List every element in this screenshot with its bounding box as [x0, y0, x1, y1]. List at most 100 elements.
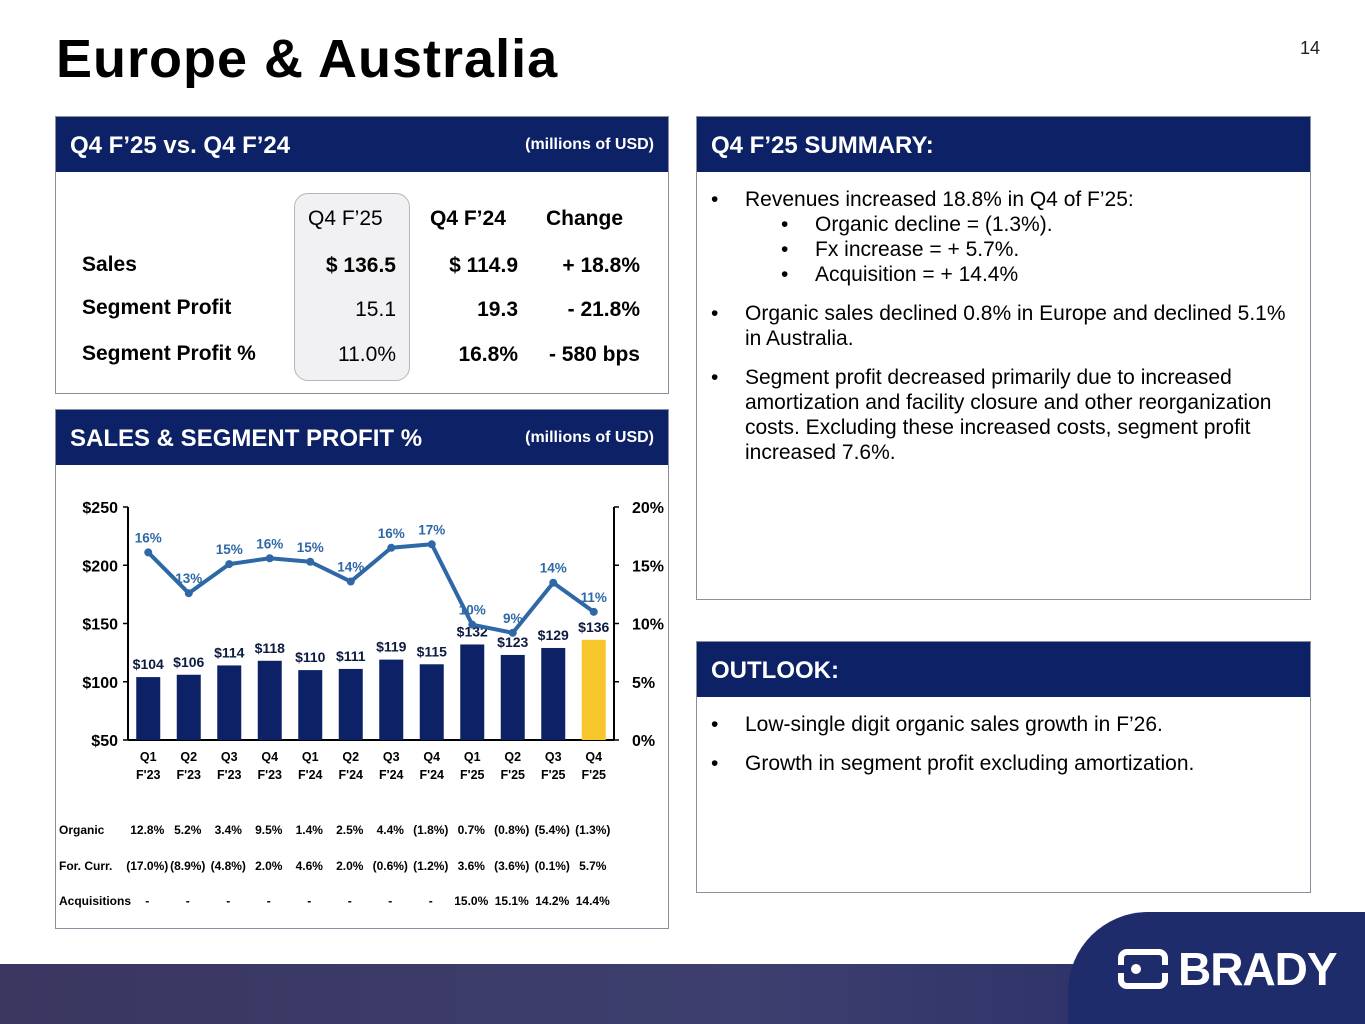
growth-table-cell-1-6: (0.6%) — [373, 859, 408, 873]
comparison-panel-header: Q4 F’25 vs. Q4 F’24 (millions of USD) — [56, 117, 668, 172]
growth-table-cell-1-8: 3.6% — [458, 859, 486, 873]
x-axis-tick-label-year-5: F'24 — [338, 768, 363, 782]
bullet-dot: • — [711, 302, 719, 325]
sales-change: + 18.8% — [562, 254, 640, 277]
segment-profit-pct-label-3: 16% — [256, 536, 283, 551]
x-axis-tick-label-quarter-2: Q3 — [221, 750, 238, 764]
segment-profit-pct-point-1 — [184, 589, 193, 598]
x-axis-tick-label-year-8: F'25 — [460, 768, 485, 782]
bar-1 — [176, 674, 201, 740]
segment-profit-pct-point-3 — [265, 554, 274, 563]
growth-table-cell-1-10: (0.1%) — [535, 859, 570, 873]
chart-panel-title: SALES & SEGMENT PROFIT % — [70, 425, 423, 452]
column-header-q4-f24: Q4 F’24 — [430, 207, 506, 230]
growth-table-row-label-0: Organic — [59, 823, 105, 837]
outlook-bullet-text: Low-single digit organic sales growth in… — [745, 713, 1163, 736]
comparison-panel-title: Q4 F’25 vs. Q4 F’24 — [70, 132, 291, 159]
summary-bullet-organic-sales: • Organic sales declined 0.8% in Europe a… — [711, 301, 1290, 351]
column-header-change: Change — [546, 207, 624, 230]
growth-table-cell-0-6: 4.4% — [377, 823, 405, 837]
comparison-panel: Q4 F’25 vs. Q4 F’24 (millions of USD) Q4… — [55, 116, 669, 394]
growth-table-cell-2-1: - — [186, 894, 190, 908]
growth-table-cell-1-11: 5.7% — [579, 859, 607, 873]
bar-value-label-6: $119 — [376, 639, 407, 655]
brand-logo-text: BRADY — [1178, 943, 1338, 995]
page-number: 14 — [1300, 38, 1321, 58]
growth-table-cell-0-11: (1.3%) — [575, 823, 610, 837]
segment-profit-pct-label-9: 9% — [503, 611, 523, 626]
bullet-dot: • — [711, 752, 719, 775]
x-axis-tick-label-quarter-3: Q4 — [261, 750, 278, 764]
bullet-dot: • — [711, 713, 719, 736]
left-axis-tick-label: $100 — [82, 675, 118, 692]
growth-table-cell-0-5: 2.5% — [336, 823, 364, 837]
column-header-q4-f25: Q4 F’25 — [308, 207, 383, 230]
growth-table-cell-1-2: (4.8%) — [211, 859, 246, 873]
bar-value-label-7: $115 — [417, 643, 448, 659]
bar-value-label-3: $118 — [255, 640, 286, 656]
x-axis-tick-label-year-4: F'24 — [298, 768, 323, 782]
bar-10 — [541, 647, 566, 740]
growth-table-cell-0-1: 5.2% — [174, 823, 202, 837]
x-axis-tick-label-year-7: F'24 — [419, 768, 444, 782]
x-axis-tick-label-quarter-8: Q1 — [464, 750, 481, 764]
growth-table-cell-2-7: - — [429, 894, 433, 908]
growth-table-cell-2-3: - — [267, 894, 271, 908]
bar-value-label-2: $114 — [214, 644, 245, 660]
segment-profit-pct-label-11: 11% — [581, 590, 607, 605]
bullet-dot: • — [781, 213, 789, 236]
x-axis-tick-label-quarter-6: Q3 — [383, 750, 400, 764]
chart-panel: SALES & SEGMENT PROFIT % (millions of US… — [55, 409, 669, 929]
left-axis-tick-label: $250 — [82, 500, 118, 517]
segment-profit-pct-point-10 — [549, 578, 558, 587]
growth-table-row-label-2: Acquisitions — [59, 894, 131, 908]
bar-8 — [460, 644, 485, 740]
growth-table-cell-2-5: - — [348, 894, 352, 908]
summary-bullet-text: Segment profit decreased primarily due t… — [745, 366, 1272, 464]
bar-value-label-1: $106 — [173, 654, 204, 670]
bar-3 — [257, 660, 282, 740]
segment-profit-pct-point-5 — [346, 577, 355, 586]
row-label-segment-profit-pct: Segment Profit % — [82, 342, 256, 365]
segment-profit-pct-point-2 — [225, 560, 234, 569]
comparison-panel-units: (millions of USD) — [525, 136, 654, 153]
bar-value-label-9: $123 — [497, 634, 528, 650]
page-title: Europe & Australia — [56, 29, 559, 89]
growth-table-cell-0-7: (1.8%) — [413, 823, 448, 837]
bullet-dot: • — [711, 366, 719, 389]
growth-table-cell-0-9: (0.8%) — [494, 823, 529, 837]
outlook-panel: OUTLOOK: • Low-single digit organic sales… — [696, 641, 1311, 893]
growth-table-cell-0-0: 12.8% — [130, 823, 164, 837]
summary-sub-bullet-text: Organic decline = (1.3%). — [815, 213, 1053, 236]
segment-profit-pct-line — [146, 542, 595, 635]
growth-table-cell-0-10: (5.4%) — [535, 823, 570, 837]
segment-profit-pct-point-0 — [144, 548, 153, 557]
left-axis-tick-label: $200 — [82, 558, 118, 575]
x-axis-tick-label-quarter-10: Q3 — [545, 750, 562, 764]
summary-bullet-segment-profit: • Segment profit decreased primarily due … — [711, 365, 1290, 465]
segment-profit-pct-label-6: 16% — [378, 526, 405, 541]
x-axis-tick-label-year-9: F'25 — [500, 768, 525, 782]
x-axis-tick-label-year-1: F'23 — [176, 768, 201, 782]
sales-q4-f24: $ 114.9 — [449, 254, 518, 277]
growth-table-cell-0-2: 3.4% — [215, 823, 243, 837]
bar-5 — [338, 668, 363, 740]
x-axis-tick-label-year-3: F'23 — [257, 768, 282, 782]
bar-9 — [500, 654, 525, 740]
right-axis-tick-label: 20% — [632, 500, 664, 517]
segment-profit-pct-label-2: 15% — [216, 542, 243, 557]
segment-profit-pct-point-4 — [306, 557, 315, 566]
left-axis-tick-label: $50 — [91, 733, 118, 750]
bar-value-label-5: $111 — [336, 648, 366, 664]
segment-profit-pct-q4-f24: 16.8% — [458, 343, 518, 366]
growth-table-cell-1-7: (1.2%) — [413, 859, 448, 873]
chart-panel-units: (millions of USD) — [525, 429, 654, 446]
summary-bullets: • Revenues increased 18.8% in Q4 of F’25:… — [711, 187, 1290, 465]
growth-table-cell-2-9: 15.1% — [495, 894, 529, 908]
growth-table-cell-2-8: 15.0% — [454, 894, 488, 908]
growth-table-cell-0-8: 0.7% — [458, 823, 486, 837]
x-axis-tick-label-year-2: F'23 — [217, 768, 242, 782]
segment-profit-pct-point-11 — [589, 607, 598, 616]
right-axis-tick-label: 15% — [632, 558, 664, 575]
bar-value-label-10: $129 — [538, 627, 569, 643]
